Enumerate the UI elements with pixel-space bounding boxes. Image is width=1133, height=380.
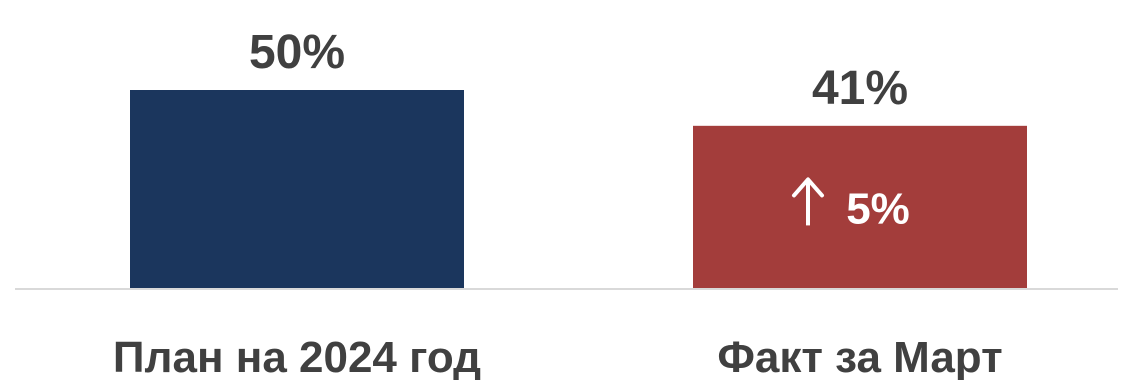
category-label-2: Факт за Март (717, 333, 1002, 380)
annotation-text: 5% (846, 184, 910, 233)
arrow-up-icon (792, 177, 824, 226)
bar-value-label-2: 41% (812, 62, 908, 115)
labels-layer: 50% План на 2024 год 41% Факт за Март 5% (113, 26, 1003, 380)
bar-1 (130, 90, 464, 289)
bar-annotation: 5% (792, 177, 910, 233)
bars-layer (130, 90, 1027, 289)
category-label-1: План на 2024 год (113, 333, 481, 380)
bar-value-label-1: 50% (249, 26, 345, 79)
bar-2 (693, 125, 1027, 289)
